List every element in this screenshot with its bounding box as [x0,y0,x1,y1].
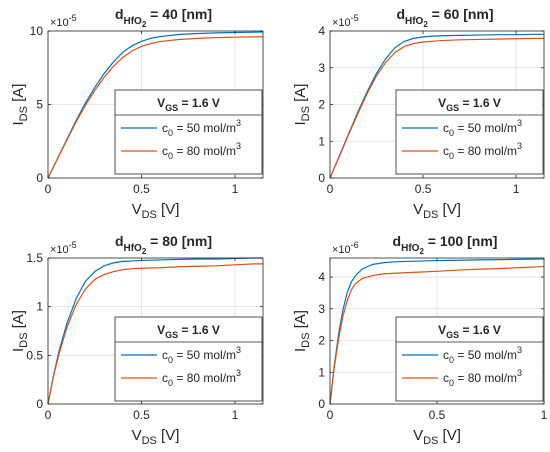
x-tick-label: 0.5 [415,182,432,196]
x-axis-label: VDS [V] [413,201,461,221]
y-exponent-label: ×10-6 [332,240,359,256]
chart-title: dHfO2 = 60 [nm] [396,6,493,29]
y-tick-label: 5 [36,98,43,112]
legend-label-1: c0 = 50 mol/m3 [162,345,241,365]
x-axis-label: VDS [V] [132,201,180,221]
legend-label-2: c0 = 80 mol/m3 [162,368,241,388]
series-line-1 [329,33,544,179]
legend: VGS = 1.6 V c0 = 50 mol/m3 c0 = 80 mol/m3 [114,316,263,402]
y-tick-label: 1 [318,134,325,148]
series-line-1 [47,31,264,179]
x-tick-label: 1 [232,182,239,196]
x-tick-label: 0.5 [133,408,150,422]
chart-panel-3: 0 0.5 1 0 0.5 1 1.5 ×10-5 dHfO2 = 80 [nm] VDS [V]… [10,233,264,447]
y-axis-label: IDS [A] [10,84,30,126]
series-line-1 [329,258,545,405]
series-line-2 [329,265,545,405]
y-tick-label: 0 [36,171,43,185]
x-tick-label: 0 [327,182,334,196]
y-tick-label: 10 [30,24,44,38]
legend-box [395,89,544,175]
y-tick-label: 0.5 [26,348,43,362]
x-axis-label: VDS [V] [413,427,461,447]
series-line-2 [329,37,544,179]
y-tick-label: 0 [36,397,43,411]
chart-title: dHfO2 = 100 [nm] [393,233,498,256]
legend-label-1: c0 = 50 mol/m3 [443,118,522,138]
legend-box [395,316,544,402]
legend-label-2: c0 = 80 mol/m3 [443,368,522,388]
y-tick-label: 0 [318,397,325,411]
legend-title: VGS = 1.6 V [438,96,501,113]
y-tick-label: 2 [318,334,325,348]
y-tick-label: 3 [318,302,325,316]
legend-title: VGS = 1.6 V [157,96,220,113]
x-tick-label: 0 [45,408,52,422]
x-tick-label: 0 [327,408,334,422]
y-tick-label: 4 [318,270,325,284]
y-axis-label: IDS [A] [292,84,312,126]
y-exponent-label: ×10-5 [332,13,359,29]
axes-box [47,257,264,405]
legend: VGS = 1.6 V c0 = 50 mol/m3 c0 = 80 mol/m3 [395,89,544,175]
chart-panel-4: 0 0.5 1 0 1 2 3 4 ×10-6 dHfO2 = 100 [nm] VDS [V] ID… [292,233,548,447]
legend: VGS = 1.6 V c0 = 50 mol/m3 c0 = 80 mol/m3 [395,316,544,402]
y-tick-label: 0 [318,171,325,185]
y-axis-label: IDS [A] [292,310,312,352]
legend-box [114,89,263,175]
legend-label-1: c0 = 50 mol/m3 [443,345,522,365]
x-tick-label: 0.5 [133,182,150,196]
chart-title: dHfO2 = 40 [nm] [115,6,212,29]
chart-panel-2: 0 0.5 1 0 1 2 3 4 ×10-5 dHfO2 = 60 [nm] VDS [V] IDS… [292,6,545,221]
legend-label-2: c0 = 80 mol/m3 [443,141,522,161]
chart-title: dHfO2 = 80 [nm] [115,233,212,256]
legend-title: VGS = 1.6 V [157,323,220,340]
x-tick-label: 0 [45,182,52,196]
legend-label-2: c0 = 80 mol/m3 [162,141,241,161]
y-tick-label: 2 [318,98,325,112]
y-axis-label: IDS [A] [10,310,30,352]
series-line-2 [47,263,263,405]
x-tick-label: 1 [232,408,239,422]
y-tick-label: 4 [318,24,325,38]
x-tick-label: 0.5 [429,408,446,422]
legend-box [114,316,263,402]
series-line-2 [47,36,264,179]
legend-label-1: c0 = 50 mol/m3 [162,118,241,138]
y-tick-label: 3 [318,61,325,75]
series-line-1 [47,257,263,405]
y-exponent-label: ×10-5 [50,240,77,256]
y-tick-label: 1.5 [26,251,43,265]
x-axis-label: VDS [V] [132,427,180,447]
y-tick-label: 1 [318,365,325,379]
y-exponent-label: ×10-5 [50,13,77,29]
y-tick-label: 1 [36,300,43,314]
legend-title: VGS = 1.6 V [438,323,501,340]
x-tick-label: 1 [513,182,520,196]
legend: VGS = 1.6 V c0 = 50 mol/m3 c0 = 80 mol/m3 [114,89,263,175]
x-tick-label: 1 [541,408,548,422]
